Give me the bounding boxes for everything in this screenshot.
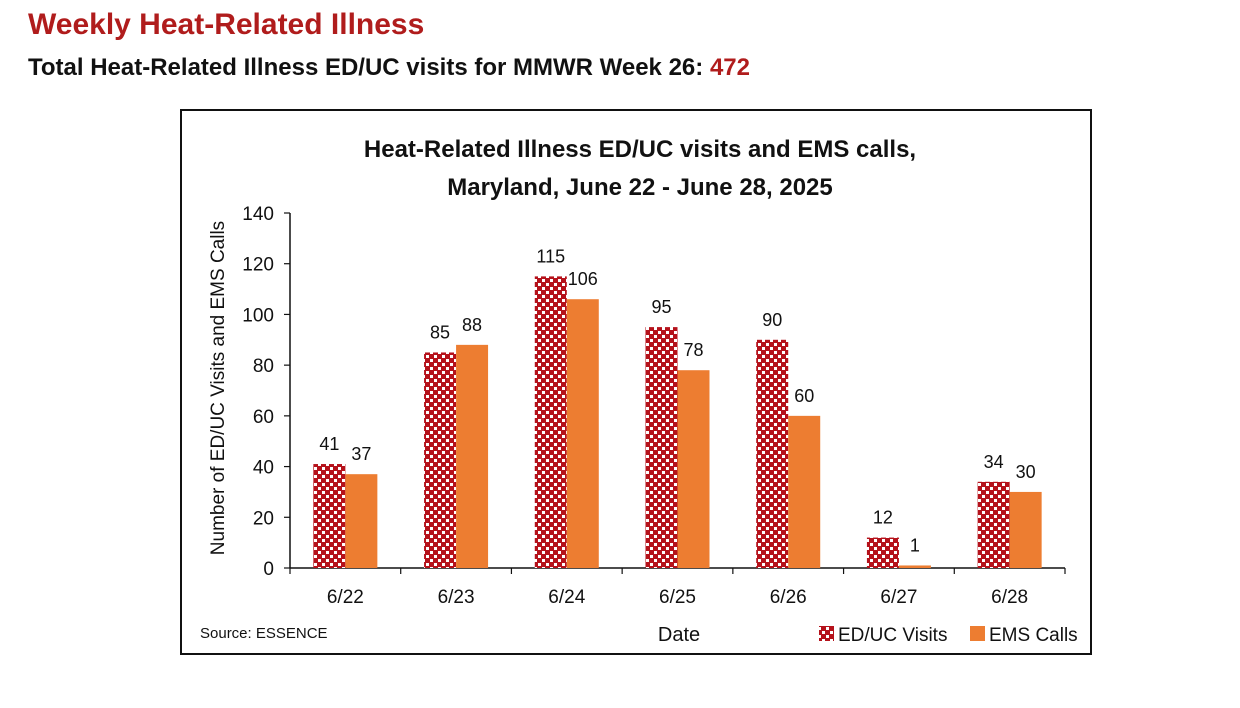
page-title: Weekly Heat-Related Illness bbox=[28, 8, 425, 41]
weekly-total-value: 472 bbox=[709, 54, 750, 81]
data-label-ed-uc: 41 bbox=[319, 434, 339, 454]
chart-title-line-1: Heat-Related Illness ED/UC visits and EM… bbox=[364, 136, 916, 163]
x-tick-label: 6/28 bbox=[991, 587, 1028, 608]
data-label-ems: 60 bbox=[794, 386, 814, 406]
bar-ed-uc bbox=[866, 537, 899, 568]
page-subtitle: Total Heat-Related Illness ED/UC visits … bbox=[28, 54, 750, 82]
data-label-ed-uc: 85 bbox=[430, 322, 450, 342]
x-tick-label: 6/26 bbox=[770, 587, 807, 608]
legend-label-ed-uc: ED/UC Visits bbox=[838, 625, 947, 646]
data-label-ems: 88 bbox=[462, 315, 482, 335]
data-label-ed-uc: 12 bbox=[873, 508, 893, 528]
data-label-ems: 78 bbox=[683, 340, 703, 360]
y-tick-label: 100 bbox=[242, 305, 274, 326]
data-label-ed-uc: 34 bbox=[984, 452, 1004, 472]
bar-ems bbox=[788, 415, 821, 568]
x-tick-label: 6/27 bbox=[880, 587, 917, 608]
x-tick-label: 6/25 bbox=[659, 587, 696, 608]
legend-swatch-ems bbox=[970, 626, 985, 641]
bar-ems bbox=[566, 299, 599, 568]
bar-ed-uc bbox=[424, 352, 457, 568]
bar-ed-uc bbox=[977, 481, 1010, 568]
data-label-ed-uc: 95 bbox=[651, 297, 671, 317]
y-axis-label: Number of ED/UC Visits and EMS Calls bbox=[208, 221, 229, 555]
data-label-ed-uc: 90 bbox=[762, 310, 782, 330]
data-label-ems: 106 bbox=[568, 269, 598, 289]
y-tick-label: 40 bbox=[253, 458, 274, 479]
chart-frame: Heat-Related Illness ED/UC visits and EM… bbox=[180, 109, 1092, 655]
legend: ED/UC Visits EMS Calls bbox=[819, 625, 1078, 646]
legend-swatch-ed-uc bbox=[819, 626, 834, 641]
bar-ed-uc bbox=[756, 339, 789, 568]
bar-chart: Heat-Related Illness ED/UC visits and EM… bbox=[200, 136, 1078, 646]
bar-ed-uc bbox=[313, 464, 346, 568]
y-tick-label: 0 bbox=[263, 559, 274, 580]
y-tick-label: 140 bbox=[242, 204, 274, 225]
y-tick-label: 120 bbox=[242, 255, 274, 276]
x-axis-label: Date bbox=[658, 624, 700, 646]
x-tick-label: 6/22 bbox=[327, 587, 364, 608]
bar-ed-uc bbox=[645, 327, 678, 568]
legend-label-ems: EMS Calls bbox=[989, 625, 1078, 646]
bar-ems bbox=[677, 370, 710, 568]
bar-ems bbox=[1009, 491, 1042, 568]
data-label-ems: 1 bbox=[910, 535, 920, 555]
chart-title-line-2: Maryland, June 22 - June 28, 2025 bbox=[447, 174, 833, 201]
bar-ed-uc bbox=[534, 276, 567, 568]
y-tick-label: 60 bbox=[253, 407, 274, 428]
subtitle-text: Total Heat-Related Illness ED/UC visits … bbox=[28, 54, 710, 81]
bar-ems bbox=[345, 474, 378, 568]
bar-ems bbox=[898, 565, 931, 568]
y-tick-label: 80 bbox=[253, 356, 274, 377]
x-tick-label: 6/23 bbox=[438, 587, 475, 608]
y-tick-label: 20 bbox=[253, 508, 274, 529]
x-tick-label: 6/24 bbox=[548, 587, 585, 608]
data-label-ed-uc: 115 bbox=[536, 246, 565, 266]
data-label-ems: 30 bbox=[1016, 462, 1036, 482]
data-label-ems: 37 bbox=[351, 444, 371, 464]
source-note: Source: ESSENCE bbox=[200, 625, 328, 642]
bar-ems bbox=[456, 344, 489, 568]
